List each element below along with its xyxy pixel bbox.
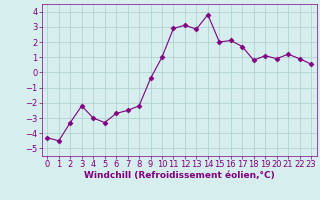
X-axis label: Windchill (Refroidissement éolien,°C): Windchill (Refroidissement éolien,°C) <box>84 171 275 180</box>
